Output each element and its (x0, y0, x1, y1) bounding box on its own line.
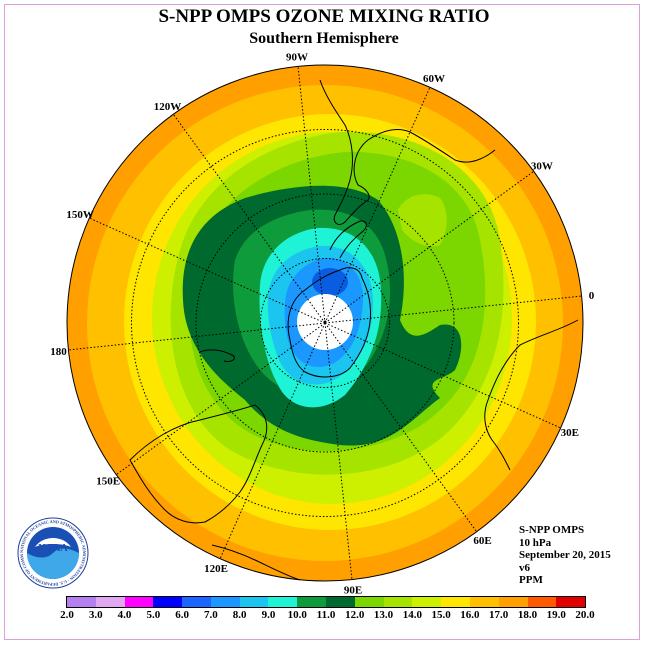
colorbar-swatch (210, 597, 240, 607)
colorbar-swatch (67, 597, 96, 607)
colorbar-swatch (326, 597, 355, 607)
longitude-label: 150W (66, 209, 94, 221)
meridian-line (324, 322, 561, 429)
colorbar-swatch (527, 597, 557, 607)
meridian-line (324, 322, 353, 580)
colorbar-tick-label: 12.0 (345, 609, 365, 621)
data-version: v6 (519, 561, 530, 574)
coastline-antarctic-peninsula (329, 220, 367, 259)
graticule (68, 66, 582, 580)
longitude-label: 60E (473, 535, 491, 547)
meridian-line (324, 170, 535, 324)
colorbar-tick-label: 16.0 (460, 609, 480, 621)
colorbar-tick-label: 18.0 (517, 609, 538, 621)
map-subtitle: Southern Hemisphere (249, 30, 399, 47)
longitude-label: 90E (344, 585, 362, 597)
longitude-label: 120W (154, 101, 182, 113)
colorbar-swatch (354, 597, 384, 607)
units-label: PPM (519, 574, 543, 586)
colorbar-swatch (469, 597, 499, 607)
colorbar-swatch (441, 597, 470, 607)
longitude-label: 90W (286, 51, 308, 63)
pressure-level: 10 hPa (519, 536, 552, 549)
meridian-line (172, 113, 326, 324)
contour-band-6 (312, 268, 348, 296)
instrument-label: S-NPP OMPS (519, 524, 585, 536)
meridian-line (89, 217, 326, 324)
longitude-label: 120E (204, 563, 228, 575)
longitude-label: 30W (531, 160, 553, 172)
latitude-circle (131, 129, 519, 517)
observation-date: September 20, 2015 (519, 549, 611, 561)
colorbar-tick-label: 13.0 (373, 609, 394, 621)
colorbar-tick-label: 11.0 (316, 609, 336, 621)
colorbar-tick-label: 6.0 (175, 609, 189, 621)
colorbar-tick-label: 7.0 (204, 609, 218, 621)
noaa-logo: NOAA NATIONAL OCEANIC AND ATMOSPHERIC AD… (17, 517, 89, 589)
colorbar-tick-label: 10.0 (287, 609, 307, 621)
coastlines (129, 79, 579, 581)
longitude-label: 60W (423, 73, 445, 85)
colorbar-swatch (182, 597, 211, 607)
longitude-label: 180 (50, 346, 67, 358)
colorbar-tick-label: 9.0 (261, 609, 276, 621)
coastline-antarctica (287, 267, 371, 378)
longitude-labels: 90W 60W 30W 0 30E 60E 90E 120E 150E 180 150W 120W (50, 51, 595, 596)
colorbar-tick-label: 8.0 (232, 609, 247, 621)
colorbar-tick-label: 2.0 (60, 609, 74, 621)
coastline-south-america (319, 79, 496, 225)
meridian-line (324, 295, 582, 324)
contour-band-12-patch (398, 194, 447, 247)
coastline-australia (129, 404, 268, 524)
colorbar-swatch (297, 597, 327, 607)
meridian-line (115, 322, 326, 476)
longitude-label: 0 (589, 290, 595, 302)
colorbar-swatch (412, 597, 442, 607)
colorbar (66, 596, 586, 608)
colorbar-swatch (498, 597, 528, 607)
colorbar-labels: 2.0 3.0 4.0 5.0 6.0 7.0 8.0 9.0 10.0 11.0 12.0 13.0… (0, 609, 648, 623)
colorbar-swatch (268, 597, 298, 607)
colorbar-tick-label: 20.0 (575, 609, 595, 621)
product-info: S-NPP OMPS 10 hPa September 20, 2015 v6 … (519, 524, 611, 587)
ozone-field (67, 65, 583, 581)
colorbar-tick-label: 15.0 (431, 609, 451, 621)
latitude-circle (195, 193, 455, 453)
meridian-line (68, 322, 326, 351)
meridian-line (324, 87, 431, 324)
colorbar-tick-label: 3.0 (88, 609, 103, 621)
coastline-indonesia (211, 544, 301, 581)
colorbar-swatch (556, 597, 586, 607)
meridian-line (219, 322, 326, 559)
map-title: S-NPP OMPS OZONE MIXING RATIO (158, 6, 490, 27)
colorbar-tick-label: 17.0 (489, 609, 509, 621)
colorbar-tick-label: 5.0 (146, 609, 161, 621)
coastline-africa (484, 319, 579, 471)
noaa-logo-text: NOAA (38, 543, 68, 554)
colorbar-swatch (95, 597, 125, 607)
latitude-circle (260, 258, 390, 388)
colorbar-tick-label: 4.0 (117, 609, 132, 621)
longitude-label: 30E (561, 427, 579, 439)
colorbar-swatch (239, 597, 269, 607)
map-outline (66, 64, 584, 582)
meridian-line (297, 66, 326, 324)
pole-marker (323, 320, 327, 324)
colorbar-swatch (153, 597, 183, 607)
longitude-label: 150E (96, 476, 120, 488)
colorbar-tick-label: 19.0 (546, 609, 566, 621)
meridian-line (324, 322, 478, 533)
coastline-new-zealand (199, 349, 235, 362)
colorbar-swatch (383, 597, 413, 607)
colorbar-tick-label: 14.0 (402, 609, 422, 621)
colorbar-swatch (124, 597, 154, 607)
